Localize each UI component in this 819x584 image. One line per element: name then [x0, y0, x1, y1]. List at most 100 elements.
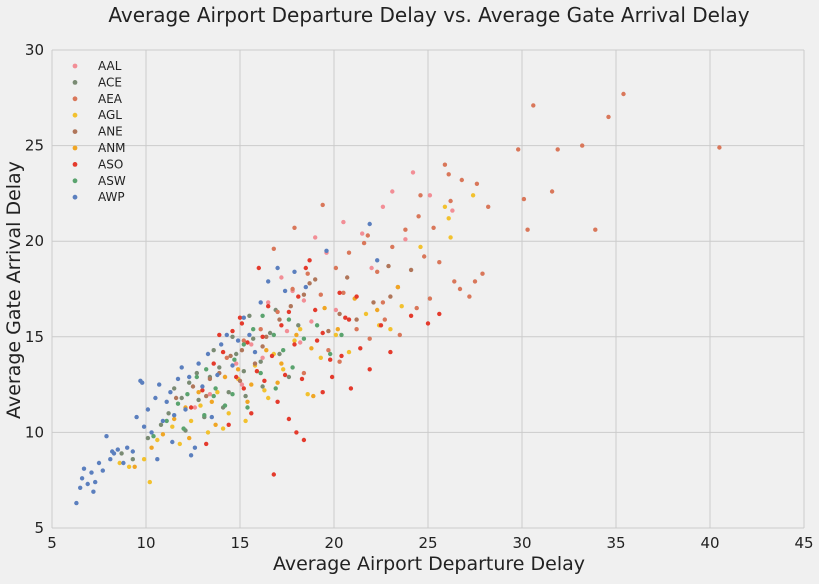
data-point: [277, 317, 282, 322]
data-point: [339, 332, 344, 338]
data-point: [516, 147, 521, 152]
data-point: [333, 307, 339, 313]
x-tick-label: 25: [418, 534, 437, 552]
legend-marker: [72, 112, 78, 118]
data-point: [188, 418, 194, 424]
legend-label: AAL: [98, 59, 122, 73]
data-point: [318, 292, 323, 297]
data-point: [448, 198, 453, 204]
data-point: [301, 292, 307, 297]
data-point: [388, 327, 393, 332]
data-point: [119, 451, 124, 456]
data-point: [266, 300, 271, 305]
data-point: [452, 279, 457, 284]
data-point: [292, 342, 297, 347]
data-point: [215, 390, 220, 395]
data-point: [224, 355, 229, 360]
x-tick-label: 45: [794, 534, 813, 552]
data-point: [200, 388, 205, 393]
x-tick-label: 5: [47, 534, 57, 552]
legend-label: AWP: [98, 190, 125, 204]
data-point: [258, 359, 263, 364]
data-point: [164, 399, 169, 404]
data-point: [320, 390, 325, 395]
data-point: [427, 193, 433, 198]
data-point: [480, 271, 485, 276]
data-point: [179, 395, 184, 401]
data-point: [390, 244, 395, 250]
data-point: [166, 411, 171, 416]
data-point: [78, 485, 83, 490]
data-point: [207, 392, 213, 397]
y-axis-label: Average Gate Arrival Delay: [3, 161, 25, 419]
data-point: [235, 367, 241, 372]
data-point: [234, 351, 239, 357]
data-point: [198, 403, 203, 408]
data-point: [301, 336, 307, 341]
data-point: [281, 367, 286, 372]
data-point: [269, 353, 275, 359]
data-point: [298, 327, 303, 332]
data-point: [153, 395, 158, 401]
data-point: [213, 386, 218, 391]
x-tick-label: 10: [136, 534, 155, 552]
data-point: [194, 374, 199, 380]
data-point: [418, 193, 423, 198]
data-point: [254, 369, 260, 374]
data-point: [367, 367, 372, 372]
data-point: [239, 382, 245, 387]
data-point: [147, 479, 152, 485]
data-point: [388, 349, 393, 355]
data-point: [354, 327, 359, 332]
data-point: [215, 372, 220, 378]
data-point: [168, 390, 173, 395]
data-point: [322, 305, 327, 311]
data-point: [249, 411, 254, 416]
data-point: [549, 189, 555, 194]
data-point: [151, 434, 156, 439]
data-point: [232, 357, 237, 362]
data-point: [173, 395, 179, 401]
data-point: [219, 342, 224, 347]
data-point: [205, 351, 211, 357]
data-point: [314, 323, 320, 328]
legend-marker: [72, 194, 78, 200]
data-point: [337, 311, 342, 317]
data-point: [91, 489, 96, 494]
data-point: [294, 430, 299, 435]
data-point: [175, 401, 181, 406]
data-point: [427, 296, 433, 301]
data-point: [192, 405, 198, 410]
data-point: [93, 479, 98, 485]
data-point: [264, 334, 269, 339]
data-point: [335, 327, 340, 332]
data-point: [134, 414, 139, 420]
data-point: [555, 147, 560, 152]
data-point: [224, 332, 229, 338]
x-tick-label: 40: [700, 534, 719, 552]
data-point: [258, 300, 263, 305]
data-point: [395, 284, 401, 290]
legend-item: ANM: [72, 141, 126, 155]
data-point: [382, 317, 387, 322]
data-point: [486, 204, 491, 209]
data-point: [247, 313, 252, 318]
data-point: [121, 460, 126, 466]
data-point: [309, 319, 314, 324]
data-point: [354, 317, 359, 322]
data-point: [474, 181, 480, 186]
data-point: [145, 407, 151, 412]
data-point: [183, 407, 188, 412]
data-point: [271, 246, 276, 251]
data-point: [230, 392, 235, 397]
data-point: [303, 265, 308, 271]
y-tick-label: 15: [25, 328, 44, 346]
data-point: [339, 353, 344, 359]
data-point: [326, 328, 331, 334]
data-point: [305, 271, 310, 276]
data-point: [341, 290, 346, 295]
data-point: [205, 430, 211, 435]
data-point: [115, 447, 121, 452]
data-point: [220, 426, 226, 431]
